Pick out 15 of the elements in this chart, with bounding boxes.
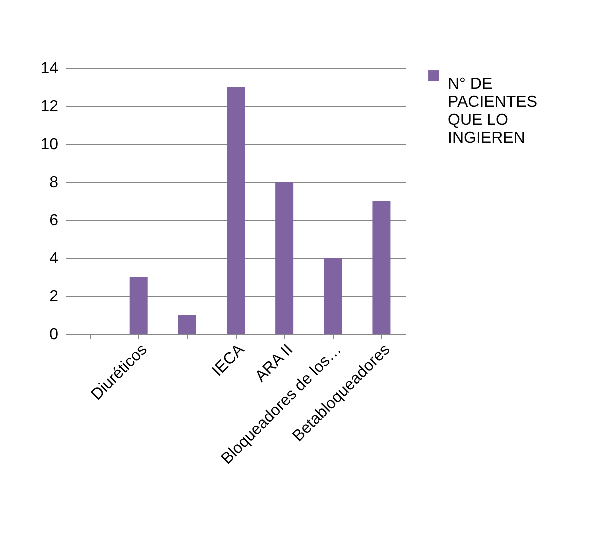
bar: [324, 258, 342, 334]
y-tick-label: 12: [40, 98, 59, 116]
y-tick-label: 0: [50, 326, 59, 344]
y-tick-label: 6: [50, 212, 59, 230]
bar: [276, 182, 294, 334]
y-tick-label: 4: [50, 250, 59, 268]
y-tick-label: 10: [40, 136, 59, 154]
bar: [372, 201, 391, 334]
bar: [178, 315, 196, 334]
bar: [130, 277, 148, 334]
y-tick-label: 14: [40, 60, 59, 78]
bar: [227, 87, 245, 334]
y-tick-label: 2: [50, 288, 59, 306]
legend-label: N° DE PACIENTES QUE LO INGIEREN: [448, 76, 538, 147]
y-tick-label: 8: [50, 174, 59, 192]
